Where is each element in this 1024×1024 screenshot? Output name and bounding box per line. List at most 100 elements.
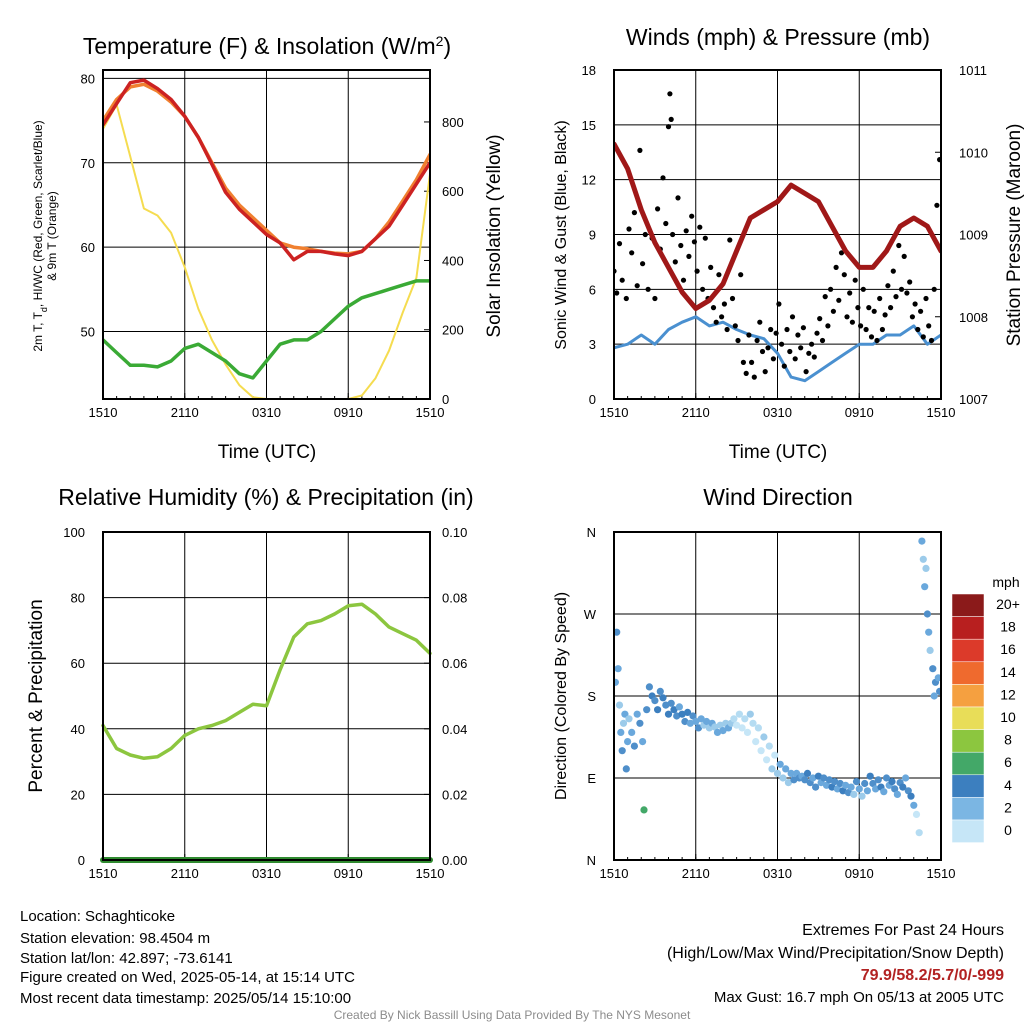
humidity-x-tick-label: 0910	[334, 866, 363, 881]
gust-point	[934, 202, 940, 208]
direction-points-group	[614, 537, 941, 837]
credit-line: Created By Nick Bassill Using Data Provi…	[334, 1008, 691, 1022]
solar-y2-label: Solar Insolation (Yellow)	[484, 134, 505, 337]
pressure-y2-tick-label: 1010	[959, 145, 988, 160]
gust-point	[781, 363, 787, 369]
direction-point	[839, 787, 847, 795]
max-gust: Max Gust: 16.7 mph On 05/13 at 2005 UTC	[714, 989, 1004, 1006]
direction-point	[919, 555, 927, 563]
legend-swatch	[951, 684, 985, 708]
direction-point	[743, 728, 752, 737]
gust-point	[626, 226, 632, 232]
gust-point	[754, 337, 760, 344]
solar-y2-tick-label: 600	[442, 184, 464, 199]
gust-point	[806, 350, 812, 356]
gust-point	[901, 253, 907, 259]
direction-x-tick-label: 0310	[763, 866, 792, 881]
direction-point	[925, 628, 933, 636]
gust-point	[749, 359, 755, 365]
direction-point	[686, 719, 694, 727]
direction-point	[636, 719, 644, 727]
winds-y-tick-label: 6	[589, 282, 596, 297]
gust-point	[710, 305, 717, 311]
gust-point	[877, 295, 883, 302]
humidity-plot-area: 1510 2110 0310 0910 1510 0 20 40 60 80 100 0.00 0.02…	[63, 525, 467, 881]
gust-point	[923, 295, 929, 302]
legend-label: 20+	[996, 596, 1020, 612]
gust-point	[614, 290, 620, 296]
legend-swatch	[951, 616, 985, 640]
winds-y-tick-label: 0	[589, 392, 596, 407]
gust-point	[918, 308, 924, 314]
direction-point	[692, 717, 700, 726]
gust-point	[765, 345, 771, 351]
direction-point	[618, 747, 626, 755]
gust-point	[874, 337, 880, 344]
direction-point	[850, 790, 858, 799]
direction-point	[654, 706, 662, 714]
legend-label: 6	[1004, 754, 1012, 770]
gust-point	[841, 272, 847, 278]
direction-point	[614, 678, 619, 686]
direction-point	[812, 783, 820, 791]
direction-point	[822, 781, 831, 789]
gust-point	[762, 369, 768, 375]
direction-point	[893, 790, 902, 799]
gust-point	[727, 237, 733, 243]
gust-point	[770, 356, 777, 362]
gust-point	[768, 326, 774, 333]
gust-point	[670, 231, 676, 238]
gust-point	[855, 305, 861, 311]
gust-point	[789, 314, 796, 320]
series-line-solar	[103, 103, 430, 399]
gust-point	[871, 308, 877, 314]
direction-point	[833, 785, 842, 793]
gust-point	[909, 314, 916, 320]
legend-swatch	[951, 751, 985, 776]
legend-swatch	[951, 661, 985, 685]
legend-label: 14	[1000, 664, 1016, 680]
direction-point	[915, 829, 923, 837]
winds-y-tick-label: 18	[582, 63, 596, 78]
speed-legend: 20+ 18 16 14 12 10 8 6 4 2 0	[951, 593, 1020, 843]
legend-label: 8	[1004, 732, 1012, 748]
temperature-x-tick-label: 0910	[334, 405, 363, 420]
gust-point	[743, 370, 749, 376]
gust-point	[847, 290, 853, 296]
precip-y2-tick-label: 0.00	[442, 853, 467, 868]
gust-point	[623, 295, 629, 302]
direction-point	[809, 774, 817, 782]
direction-point	[773, 769, 782, 778]
direction-point	[628, 728, 636, 737]
direction-point	[936, 687, 941, 695]
direction-point	[831, 778, 839, 786]
series-line-t2m	[103, 78, 430, 262]
gust-point	[629, 250, 635, 256]
gust-point	[735, 337, 741, 344]
footer-latlon: Station lat/lon: 42.897; -73.6141	[20, 950, 233, 967]
direction-point	[614, 665, 622, 673]
gust-point	[667, 91, 673, 97]
gust-point	[719, 314, 725, 320]
legend-swatch	[951, 774, 985, 798]
gust-point	[814, 330, 820, 336]
direction-x-tick-label: 2110	[682, 866, 710, 881]
gust-point	[915, 326, 921, 333]
winds-x-tick-label: 0310	[763, 405, 792, 420]
direction-point	[904, 787, 912, 795]
winds-frame	[613, 69, 942, 400]
gust-point	[746, 332, 752, 338]
direction-point	[880, 788, 888, 796]
gust-point	[713, 319, 719, 325]
direction-point	[619, 719, 628, 727]
winds-x-tick-label: 1510	[600, 405, 629, 420]
temperature-y-tick-label: 70	[81, 156, 95, 171]
direction-point	[689, 712, 697, 720]
direction-point	[640, 806, 648, 814]
direction-point	[752, 738, 760, 746]
direction-point	[787, 769, 795, 778]
gust-point	[732, 323, 738, 329]
direction-point	[630, 742, 639, 750]
direction-point	[713, 728, 722, 737]
direction-point	[639, 738, 647, 746]
